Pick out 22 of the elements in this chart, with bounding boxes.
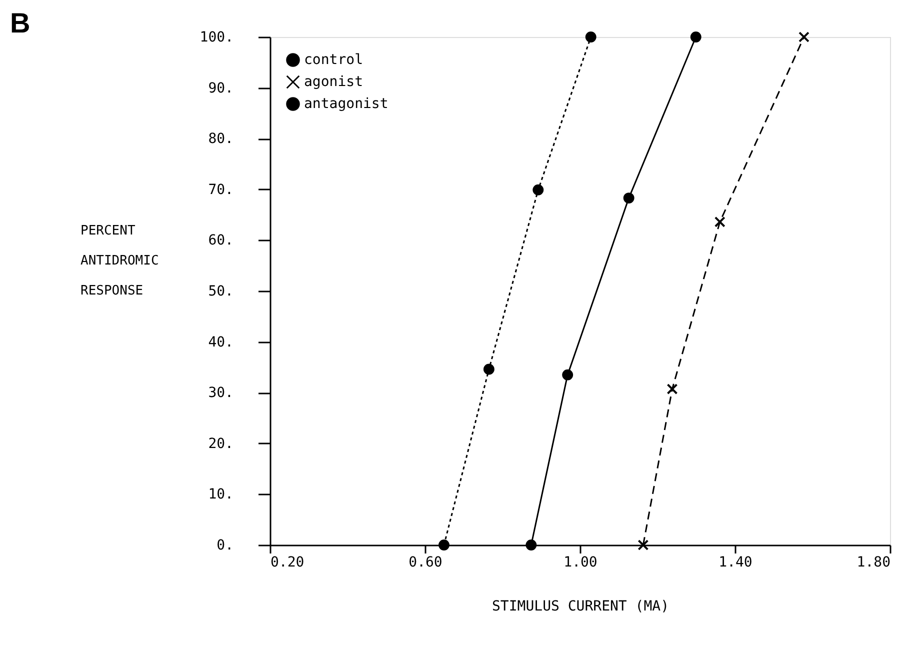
- y-tick-label: 80.: [208, 131, 234, 148]
- y-tick-label: 50.: [208, 284, 234, 300]
- y-tick-label: 60.: [208, 232, 234, 249]
- x-tick-label: 1.40: [718, 554, 752, 570]
- x-tick-label: 0.60: [408, 554, 442, 570]
- x-tick-label: 1.80: [856, 554, 890, 570]
- y-tick-label: 90.: [208, 80, 234, 96]
- y-tick-label: 30.: [208, 385, 234, 402]
- legend-label: antagonist: [304, 96, 388, 112]
- x-tick-label: 0.20: [270, 554, 304, 570]
- text: B: [10, 8, 30, 39]
- y-tick-label: 10.: [208, 486, 234, 503]
- legend-label: control: [304, 52, 364, 68]
- y-tick-label: 70.: [208, 182, 234, 198]
- x-tick-label: 1.00: [564, 554, 598, 570]
- y-tick-label: 0.: [216, 538, 234, 554]
- x-axis-title: STIMULUS CURRENT (MA): [492, 598, 670, 614]
- y-axis-title: PERCENT ANTIDROMIC RESPONSE: [80, 224, 159, 298]
- y-tick-label: 40.: [208, 334, 234, 350]
- y-tick-label: 100.: [200, 30, 234, 46]
- legend-label: agonist: [304, 74, 364, 90]
- y-tick-label: 20.: [208, 436, 234, 452]
